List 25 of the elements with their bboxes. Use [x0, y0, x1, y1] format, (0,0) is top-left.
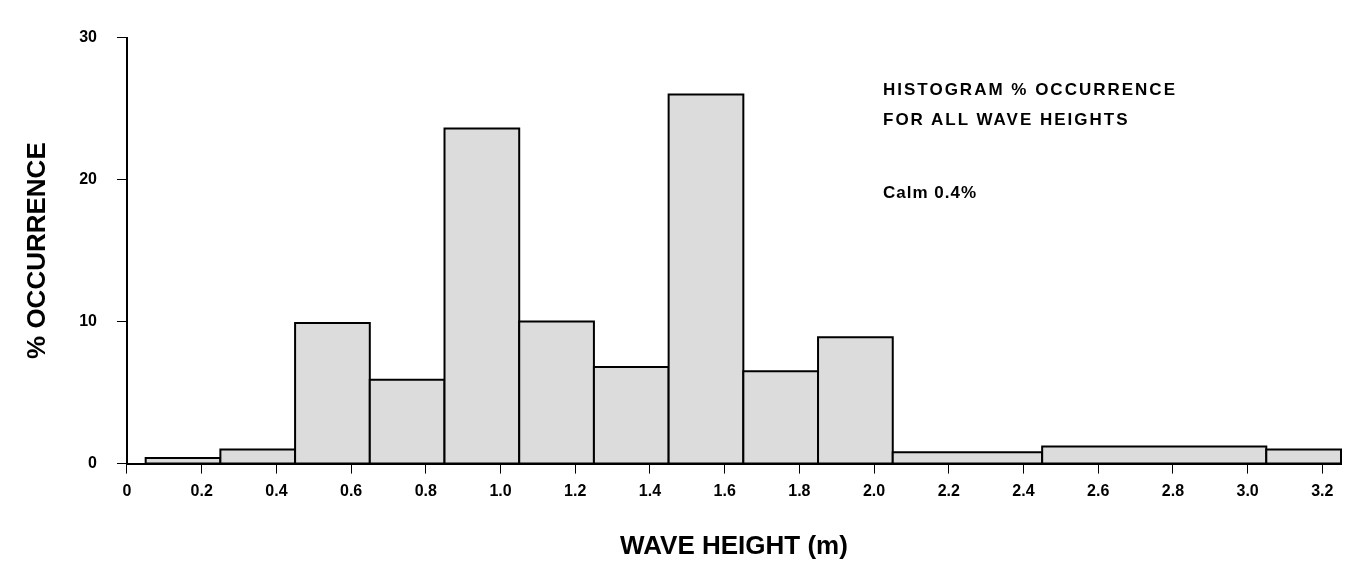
annotation: Calm 0.4%: [883, 183, 978, 203]
x-tick-label: 0.6: [340, 481, 363, 499]
x-tick-label: 0.4: [265, 481, 288, 499]
x-tick-label: 3.2: [1311, 481, 1334, 499]
x-tick-label: 3.0: [1236, 481, 1259, 499]
x-tick-label: 2.0: [862, 481, 886, 499]
x-tick-label: 1.8: [788, 481, 811, 499]
x-tick-label: 2.6: [1087, 481, 1110, 499]
y-tick-label: 30: [79, 28, 98, 46]
y-tick-label: 20: [79, 170, 98, 188]
y-axis-title: % OCCURRENCE: [20, 142, 51, 359]
x-tick-label: 2.2: [937, 481, 960, 499]
x-tick-label: 1.4: [638, 481, 662, 499]
x-axis-title: WAVE HEIGHT (m): [620, 529, 848, 560]
x-tick-label: 1.6: [713, 481, 736, 499]
y-tick-label: 0: [88, 454, 98, 472]
x-tick-label: 1.2: [564, 481, 587, 499]
x-tick-label: 2.4: [1012, 481, 1035, 499]
x-tick-label: 0.8: [414, 481, 438, 499]
x-tick-label: 0.2: [190, 481, 213, 499]
text: HISTOGRAM % OCCURRENCE FOR ALL WAVE HEIGHTS: [883, 79, 1178, 131]
x-tick-label: 2.8: [1161, 481, 1185, 499]
x-tick-label: 0: [122, 481, 132, 499]
x-tick-label: 1.0: [489, 481, 512, 499]
y-tick-label: 10: [79, 312, 98, 330]
